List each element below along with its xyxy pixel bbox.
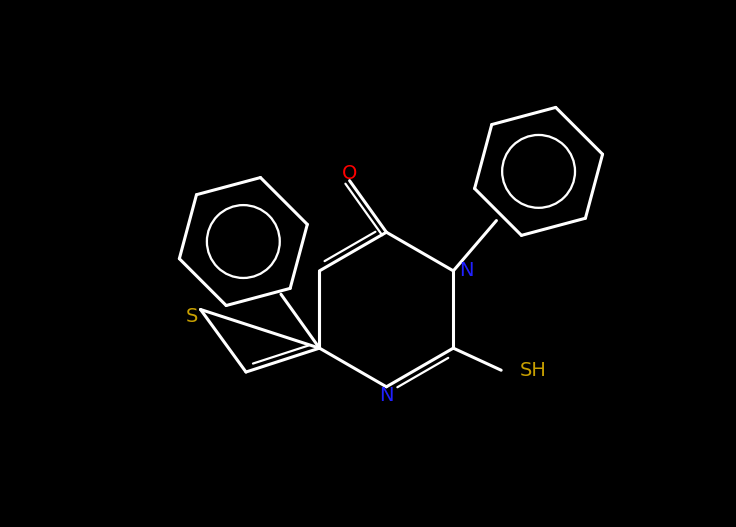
Text: S: S [185, 307, 198, 326]
Text: SH: SH [520, 360, 546, 380]
Text: O: O [342, 164, 357, 183]
Text: N: N [379, 386, 394, 405]
Text: N: N [459, 261, 474, 280]
